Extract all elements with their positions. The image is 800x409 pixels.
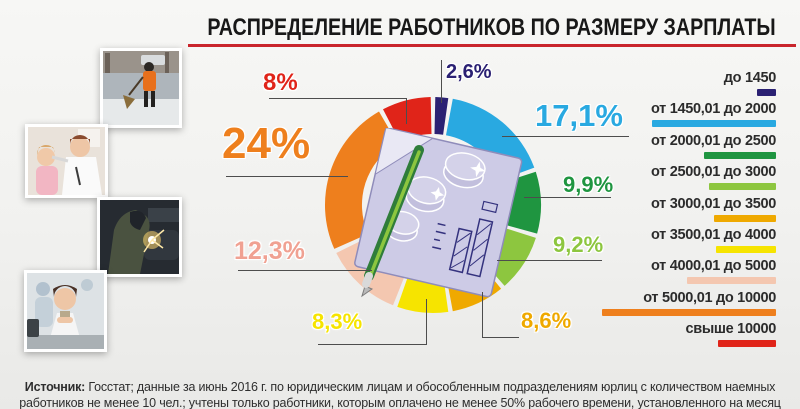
legend-bar bbox=[652, 120, 776, 128]
donut-segment-5 bbox=[397, 272, 449, 313]
pct-label-do-1450: 2,6% bbox=[446, 61, 492, 83]
legend-bar bbox=[709, 183, 776, 191]
legend-bar bbox=[687, 277, 776, 285]
photo-office-worker bbox=[24, 270, 107, 352]
street-sweeper-image bbox=[103, 51, 179, 125]
legend: до 1450 от 1450,01 до 2000 от 2000,01 до… bbox=[602, 70, 776, 353]
donut-segment-2 bbox=[500, 171, 541, 234]
photo-street-sweeper bbox=[100, 48, 182, 128]
connector-line bbox=[269, 98, 407, 99]
legend-label: от 2500,01 до 3000 bbox=[650, 164, 776, 181]
connector-line bbox=[502, 136, 629, 137]
donut-segment-8 bbox=[383, 97, 432, 143]
legend-item: свыше 10000 bbox=[685, 321, 776, 352]
donut-segment-7 bbox=[324, 111, 398, 249]
legend-item: от 2000,01 до 2500 bbox=[651, 133, 776, 164]
money-document-illustration bbox=[354, 128, 523, 298]
legend-bar bbox=[602, 308, 776, 316]
pen-illustration bbox=[361, 145, 424, 298]
donut-segment-1 bbox=[446, 98, 535, 181]
legend-bar bbox=[714, 214, 776, 222]
pct-label-2500-3000: 9,2% bbox=[553, 232, 604, 257]
legend-label: от 4000,01 до 5000 bbox=[650, 258, 776, 275]
legend-bar bbox=[757, 89, 776, 96]
legend-label: от 1450,01 до 2000 bbox=[650, 101, 776, 118]
legend-bar bbox=[718, 340, 776, 348]
legend-item: до 1450 bbox=[724, 70, 776, 101]
donut-segment-4 bbox=[446, 260, 502, 312]
legend-item: от 3000,01 до 3500 bbox=[651, 196, 776, 227]
connector-line bbox=[524, 197, 611, 198]
connector-line bbox=[441, 60, 442, 103]
donut-segment-3 bbox=[480, 226, 536, 286]
source-text: Госстат; данные за июнь 2016 г. по юриди… bbox=[19, 379, 781, 409]
legend-item: от 4000,01 до 5000 bbox=[651, 258, 776, 289]
pct-label-4000-5000: 12,3% bbox=[234, 237, 305, 265]
pct-label-3500-4000: 8,3% bbox=[312, 309, 363, 334]
source-prefix: Источник: bbox=[24, 379, 86, 394]
legend-item: от 2500,01 до 3000 bbox=[651, 164, 776, 195]
connector-line bbox=[482, 337, 519, 338]
legend-label: до 1450 bbox=[723, 70, 777, 86]
legend-bar bbox=[704, 151, 776, 159]
pct-label-2000-2500: 9,9% bbox=[563, 172, 614, 197]
connector-line bbox=[238, 270, 372, 271]
connector-line bbox=[426, 299, 427, 345]
doctor-child-image bbox=[28, 127, 105, 195]
legend-label: от 5000,01 до 10000 bbox=[643, 289, 776, 306]
connector-line bbox=[226, 176, 348, 177]
legend-item: от 5000,01 до 10000 bbox=[602, 290, 776, 321]
legend-label: от 3000,01 до 3500 bbox=[650, 195, 776, 212]
title-underline: РАСПРЕДЕЛЕНИЕ РАБОТНИКОВ ПО РАЗМЕРУ ЗАРП… bbox=[188, 8, 796, 47]
connector-line bbox=[497, 260, 602, 261]
legend-label: от 2000,01 до 2500 bbox=[650, 132, 776, 149]
legend-label: свыше 10000 bbox=[685, 321, 776, 338]
connector-line bbox=[406, 98, 407, 124]
pct-label-1450-2000: 17,1% bbox=[535, 98, 623, 133]
page-title: РАСПРЕДЕЛЕНИЕ РАБОТНИКОВ ПО РАЗМЕРУ ЗАРП… bbox=[207, 13, 777, 41]
legend-item: от 3500,01 до 4000 bbox=[651, 227, 776, 258]
welder-image bbox=[100, 200, 179, 274]
legend-bar bbox=[716, 245, 776, 253]
legend-label: от 3500,01 до 4000 bbox=[650, 226, 776, 243]
photo-doctor-with-child bbox=[25, 124, 108, 198]
pct-label-svyshe-10000: 8% bbox=[263, 69, 298, 96]
connector-line bbox=[482, 292, 483, 338]
pct-label-5000-10000: 24% bbox=[222, 119, 311, 168]
photo-welder bbox=[97, 197, 182, 277]
connector-line bbox=[318, 344, 427, 345]
pct-label-3000-3500: 8,6% bbox=[521, 308, 572, 333]
source-note: Источник: Госстат; данные за июнь 2016 г… bbox=[16, 379, 784, 409]
office-worker-image bbox=[27, 273, 104, 349]
legend-item: от 1450,01 до 2000 bbox=[651, 101, 776, 132]
